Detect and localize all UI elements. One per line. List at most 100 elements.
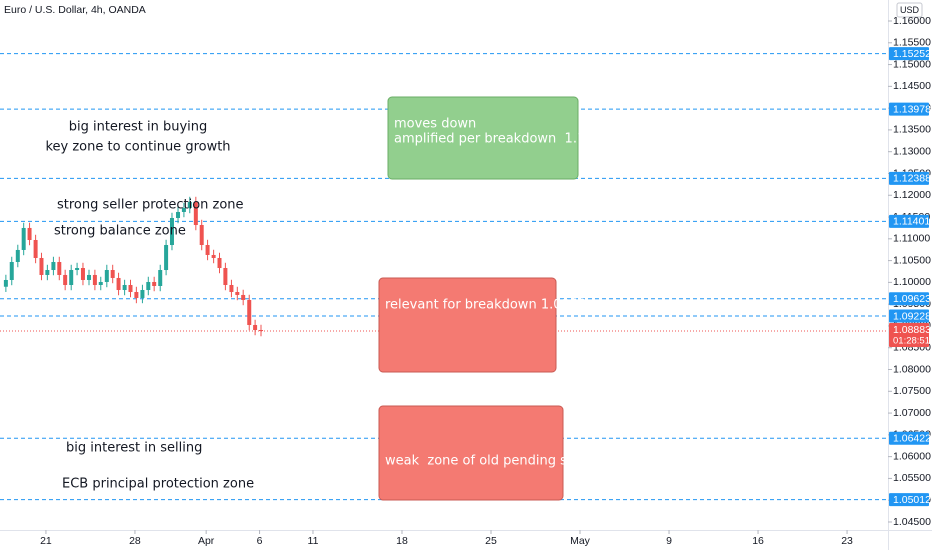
candle-body (158, 270, 163, 286)
candle-body (128, 284, 133, 293)
level-label: 1.09623 (893, 293, 931, 305)
candle-body (116, 277, 121, 291)
countdown: 01:28:51 (893, 336, 930, 347)
level-label: 1.11401 (893, 216, 930, 228)
candle-body (45, 270, 50, 275)
currency: USD (900, 5, 920, 15)
candle-body (223, 268, 228, 285)
y-tick-label: 1.08000 (893, 363, 931, 375)
candle-body (63, 274, 68, 285)
y-tick-label: 1.06000 (893, 450, 931, 462)
candle-body (205, 245, 210, 255)
note-text: amplified per breakdown 1.1250 (394, 132, 610, 147)
level-label: 1.09228 (893, 310, 931, 322)
y-tick-label: 1.07500 (893, 385, 931, 397)
candle-body (199, 225, 204, 246)
candle-body (187, 202, 192, 208)
y-tick-label: 1.11000 (893, 233, 930, 245)
y-tick-label: 1.10500 (893, 254, 931, 266)
candle-body (21, 227, 26, 250)
annotation: key zone to continue growth (45, 140, 230, 155)
annotation: ECB principal protection zone (62, 477, 254, 492)
note-box[interactable] (378, 405, 564, 501)
candle-body (9, 261, 14, 280)
note-text: moves down (394, 117, 476, 132)
candle-body (247, 299, 252, 325)
y-tick-label: 1.13500 (893, 124, 931, 136)
candle-body (193, 202, 198, 226)
y-tick-label: 1.10000 (893, 276, 931, 288)
level-label: 1.12388 (893, 173, 931, 185)
candle-body (211, 254, 216, 258)
level-label-box (889, 292, 929, 306)
y-tick-label: 1.12000 (893, 189, 931, 201)
annotation: strong seller protection zone (57, 198, 244, 213)
x-tick-label: 18 (396, 535, 408, 547)
x-tick-label: 9 (666, 535, 672, 547)
x-tick-label: 21 (40, 535, 52, 547)
candle-body (15, 249, 20, 262)
candle-body (140, 290, 145, 298)
annotation: strong balance zone (54, 224, 186, 239)
x-tick-label: May (570, 535, 591, 547)
candle-body (33, 239, 38, 258)
candle-body (27, 227, 32, 240)
candle-body (98, 281, 103, 285)
y-tick-label: 1.07000 (893, 407, 931, 419)
level-label-box (889, 493, 929, 507)
level-label: 1.15252 (893, 48, 931, 60)
currency-box[interactable] (896, 2, 923, 18)
candle-body (152, 281, 157, 286)
candle-body (3, 279, 8, 287)
candle-body (57, 261, 62, 275)
level-label-box (889, 214, 929, 228)
candle-body (92, 274, 97, 285)
candle-body (104, 270, 109, 282)
candle-body (241, 294, 246, 300)
note-box[interactable] (387, 96, 579, 180)
candle-body (253, 324, 258, 330)
candle-body (75, 268, 80, 271)
price-axis: 1.045001.050001.055001.060001.065001.070… (40, 15, 931, 547)
x-tick-label: 28 (129, 535, 141, 547)
last-price-label: 1.08883 (893, 324, 931, 336)
candle-body (134, 292, 139, 298)
x-tick-label: 11 (308, 535, 319, 547)
note-text: relevant for breakdown 1.0950 (385, 298, 586, 313)
y-tick-label: 1.05500 (893, 472, 931, 484)
note-text: weak zone of old pending sales (385, 454, 593, 469)
level-label: 1.13978 (893, 103, 931, 115)
level-label-box (889, 431, 929, 445)
last-price-box (889, 323, 929, 348)
level-label-box (889, 47, 929, 61)
x-tick-label: 25 (485, 535, 497, 547)
candle-body (80, 268, 85, 280)
level-label-box (889, 309, 929, 323)
x-tick-label: 16 (752, 535, 764, 547)
candle-body (122, 284, 127, 291)
chart-title: Euro / U.S. Dollar, 4h, OANDA (4, 4, 146, 16)
candle-body (181, 207, 186, 212)
candle-body (110, 270, 115, 278)
x-tick-label: 6 (257, 535, 263, 547)
candle-body (217, 257, 222, 269)
y-tick-label: 1.16000 (893, 15, 931, 27)
candle-body (164, 245, 169, 271)
candle-body (69, 270, 74, 285)
note-box[interactable] (378, 277, 557, 373)
candle-body (51, 261, 56, 271)
level-label-box (889, 171, 929, 185)
y-tick-label: 1.14500 (893, 80, 931, 92)
x-tick-label: Apr (198, 535, 215, 547)
candle-body (176, 211, 181, 218)
y-tick-label: 1.15500 (893, 37, 931, 49)
level-label: 1.06422 (893, 433, 931, 445)
candle-body (229, 284, 234, 293)
annotation: big interest in buying (69, 120, 208, 135)
candle-body (258, 329, 263, 332)
candle-body (146, 281, 151, 291)
annotation: big interest in selling (66, 441, 202, 456)
level-label: 1.05012 (893, 494, 931, 506)
y-tick-label: 1.04500 (893, 516, 931, 528)
level-label-box (889, 102, 929, 116)
